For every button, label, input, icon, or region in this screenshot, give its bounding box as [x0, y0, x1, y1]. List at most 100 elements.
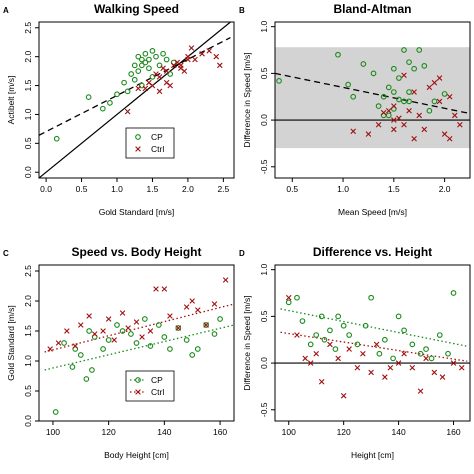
legend-label-cp: CP: [151, 132, 163, 142]
ctrl-point: [91, 331, 98, 337]
ctrl-point: [175, 325, 182, 331]
y-tick-label: 1.5: [23, 325, 33, 337]
cp-point: [189, 352, 196, 358]
cp-point: [421, 63, 428, 69]
cp-point: [146, 65, 152, 72]
x-tick-label: 160: [213, 427, 227, 437]
ctrl-point: [149, 82, 156, 89]
y-tick-label: 1.0: [23, 108, 33, 120]
ctrl-point: [142, 85, 149, 92]
plot-area: [275, 290, 470, 399]
ctrl-point: [124, 108, 131, 115]
cp-point: [327, 327, 333, 334]
cp-point: [138, 56, 145, 63]
cp-point: [77, 352, 84, 358]
ctrl-point: [450, 360, 457, 366]
cp-point: [307, 341, 314, 348]
cp-point: [89, 367, 95, 373]
ctrl-point: [188, 45, 195, 51]
cp-point: [156, 62, 163, 69]
ctrl-point: [119, 310, 126, 316]
cp-point: [321, 336, 328, 343]
panel-letter: B: [239, 6, 245, 15]
ctrl-point: [203, 322, 209, 328]
ctrl-point: [156, 74, 163, 80]
ctrl-point: [441, 131, 448, 137]
cp-point: [445, 350, 451, 357]
ctrl-point: [211, 301, 218, 307]
ctrl-point: [285, 294, 292, 301]
x-tick-label: 0.5: [286, 184, 298, 194]
cp-point: [395, 313, 402, 320]
ctrl-point: [327, 341, 333, 348]
ctrl-point: [302, 355, 308, 362]
cp-point: [149, 74, 156, 80]
cp-point: [350, 93, 357, 100]
ctrl-point: [373, 341, 380, 348]
cp-point: [155, 322, 162, 328]
y-tick-label: 1.0: [259, 20, 269, 32]
x-axis-label: Body Height [cm]: [104, 450, 169, 460]
cp-point: [142, 59, 149, 66]
ctrl-point: [153, 286, 159, 292]
ctrl-point: [133, 319, 140, 325]
cp-point: [61, 340, 67, 346]
ctrl-point: [181, 68, 188, 74]
ctrl-point: [55, 340, 62, 346]
y-tick-label: 0.5: [23, 385, 33, 397]
cp-point: [332, 346, 339, 352]
ctrl-point: [47, 346, 53, 352]
ctrl-point: [340, 392, 347, 399]
legend-cp-marker: [135, 377, 141, 383]
ctrl-point: [183, 304, 190, 310]
y-tick-label: -0.5: [259, 402, 269, 417]
ctrl-point: [401, 72, 407, 79]
cp-point: [411, 65, 417, 72]
ctrl-point: [423, 355, 429, 362]
x-tick-label: 120: [337, 427, 351, 437]
cp-point: [441, 91, 448, 97]
y-axis-label: Actibelt [m/s]: [6, 76, 16, 125]
ctrl-point: [409, 364, 416, 371]
cp-point: [406, 98, 412, 105]
ctrl-point: [163, 79, 170, 86]
cp-point: [85, 94, 92, 100]
cp-point: [390, 355, 396, 362]
chart-title: Difference vs. Height: [313, 245, 432, 259]
cp-point: [401, 47, 407, 53]
ctrl-point: [213, 53, 220, 60]
cp-point: [203, 322, 209, 328]
ctrl-point: [431, 79, 438, 86]
cp-point: [335, 51, 341, 58]
ctrl-point: [417, 388, 424, 394]
cp-point: [409, 341, 416, 348]
cp-point: [376, 350, 383, 357]
cp-point: [167, 346, 173, 352]
cp-point: [346, 332, 353, 338]
x-tick-label: 160: [446, 427, 460, 437]
cp-point: [276, 78, 282, 84]
cp-point: [161, 334, 168, 340]
ctrl-point: [395, 360, 402, 366]
ctrl-point: [391, 103, 397, 109]
chart-title: Walking Speed: [94, 2, 179, 16]
y-tick-label: -0.5: [259, 159, 269, 174]
x-tick-label: 2.5: [217, 184, 229, 194]
ctrl-point: [446, 93, 453, 100]
ctrl-point: [194, 307, 201, 313]
ctrl-point: [391, 126, 397, 133]
x-tick-label: 1.5: [147, 184, 159, 194]
plot-frame: [38, 21, 235, 179]
y-tick-label: 1.5: [23, 79, 33, 91]
legend-box: [125, 127, 175, 159]
ctrl-point: [360, 350, 366, 357]
cp-point: [431, 98, 438, 105]
cp-point: [211, 331, 218, 337]
cp-point: [436, 332, 443, 338]
cp-point: [380, 93, 387, 100]
cp-point: [450, 290, 457, 296]
y-tick-label: 1.0: [259, 263, 269, 275]
x-tick-label: 140: [391, 427, 405, 437]
cp-point: [53, 135, 60, 142]
cp-point: [390, 65, 397, 72]
